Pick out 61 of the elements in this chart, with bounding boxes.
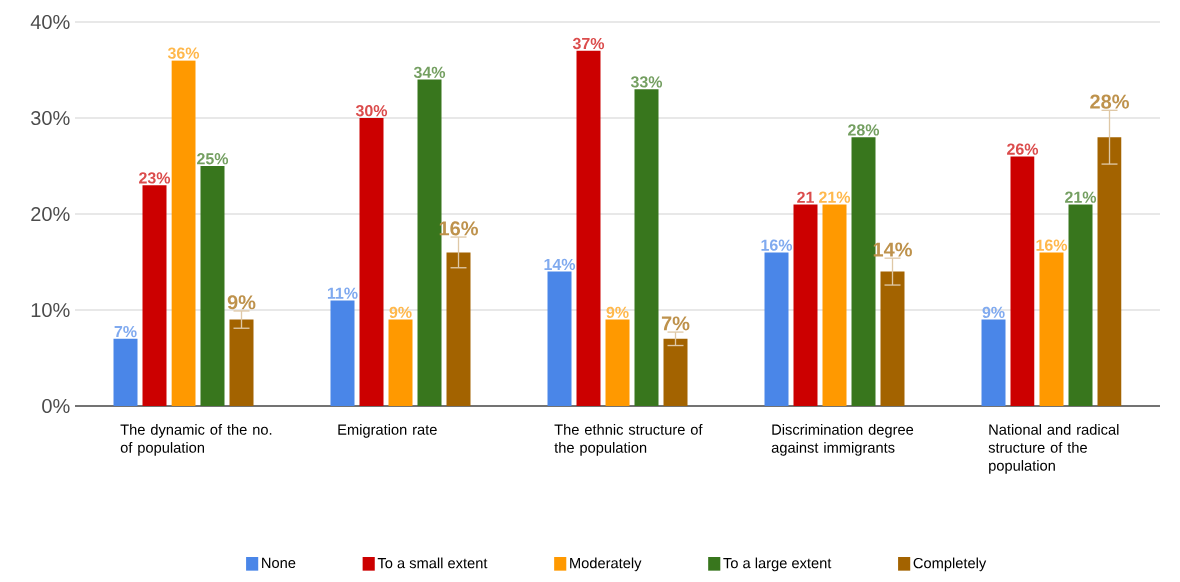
data-label: 9% (982, 306, 1005, 318)
data-label: 7% (114, 325, 137, 338)
bar (388, 319, 413, 406)
data-label: 21% (1065, 191, 1097, 203)
bar (605, 319, 630, 406)
legend-label: To a large extent (723, 557, 832, 572)
x-tick-label: The dynamic of the no. of population (120, 424, 272, 456)
data-label: 9% (606, 306, 629, 318)
bar (229, 319, 254, 406)
y-tick-label: 0% (42, 398, 70, 414)
x-tick-label: Emigration rate (338, 424, 437, 438)
bar (793, 204, 818, 406)
data-label: 21% (819, 191, 851, 203)
y-tick-label: 10% (31, 302, 70, 318)
data-label: 23% (139, 172, 171, 184)
data-label: 9% (227, 295, 256, 310)
bar (822, 204, 847, 406)
data-label: 34% (413, 66, 446, 79)
data-label: 26% (1007, 143, 1039, 155)
bar (446, 252, 471, 406)
bar (547, 271, 572, 406)
data-label: 14% (544, 258, 576, 270)
data-label: 16% (1036, 239, 1068, 251)
data-label: 30% (355, 105, 388, 117)
legend-label: None (262, 557, 296, 569)
legend-label: Moderately (570, 557, 642, 572)
bar (171, 60, 196, 406)
data-label: 25% (197, 153, 229, 165)
bar (981, 319, 1006, 406)
y-tick-label: 20% (31, 206, 70, 222)
bar (1039, 252, 1064, 406)
data-label: 28% (848, 124, 880, 136)
x-tick-label: The ethnic structure of the population (554, 424, 703, 456)
y-tick-label: 30% (31, 110, 70, 126)
bar (359, 118, 384, 406)
legend-label: Completely (913, 557, 987, 572)
bar (330, 300, 355, 406)
data-label: 7% (661, 316, 690, 331)
data-label: 9% (389, 306, 412, 318)
x-tick-label: National and radical structure of the population (988, 424, 1119, 474)
data-label: 11% (327, 287, 358, 299)
bar (1010, 156, 1035, 406)
bar (880, 271, 905, 406)
x-tick-label: Discrimination degree against immigrants (771, 424, 914, 456)
data-label: 16% (761, 239, 793, 251)
data-label: 37% (572, 37, 605, 50)
data-label: 28% (1090, 94, 1129, 109)
data-label: 33% (630, 76, 663, 88)
bar (142, 185, 167, 406)
bar (200, 166, 225, 406)
legend-label: To a small extent (377, 557, 488, 569)
bar (634, 89, 659, 406)
y-tick-label: 40% (30, 14, 70, 30)
bar (663, 338, 688, 406)
bar (113, 338, 138, 406)
data-label: 21 (797, 191, 814, 203)
bar (576, 50, 601, 406)
bar (764, 252, 789, 406)
bar (1068, 204, 1093, 406)
bar (1097, 137, 1122, 406)
data-label: 36% (167, 47, 200, 59)
